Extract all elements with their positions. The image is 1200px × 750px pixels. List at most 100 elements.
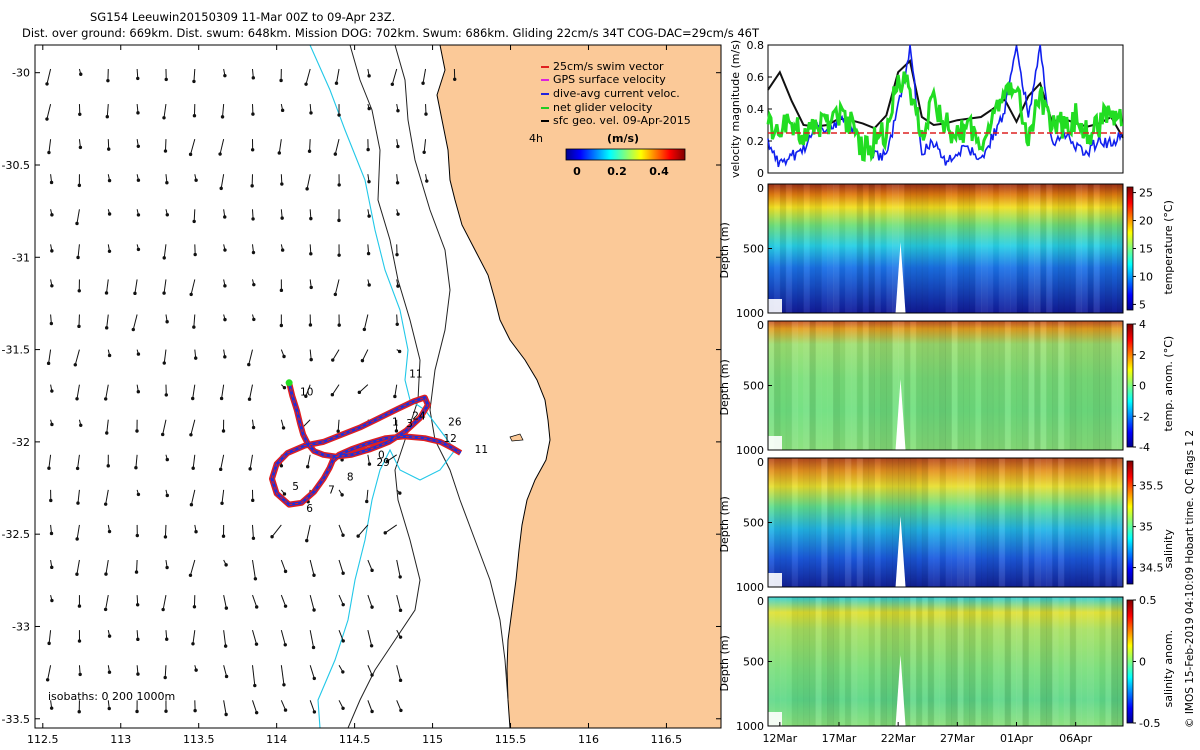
geo-vector-head bbox=[192, 325, 196, 329]
colorbar-tick-label: 0 bbox=[1139, 380, 1146, 393]
geo-vector-head bbox=[281, 426, 286, 430]
section-texture bbox=[1034, 458, 1041, 587]
geo-vector-head bbox=[188, 573, 193, 577]
colorbar-tick-label: -4 bbox=[1139, 441, 1150, 454]
section-texture bbox=[1105, 184, 1112, 313]
geo-vector-head bbox=[136, 111, 140, 115]
section-texture bbox=[862, 184, 870, 313]
geo-vector-head bbox=[277, 151, 281, 155]
section-texture bbox=[957, 184, 964, 313]
section-texture bbox=[821, 597, 828, 726]
colorbar-label: salinity anom. bbox=[1162, 630, 1175, 708]
map-xtick-label: 115 bbox=[422, 733, 443, 746]
section-texture bbox=[1028, 321, 1035, 450]
geo-vector-head bbox=[253, 577, 258, 581]
geo-vector-head bbox=[104, 326, 109, 330]
geo-vector-head bbox=[252, 317, 256, 322]
section-texture bbox=[1087, 597, 1094, 726]
geo-vector-head bbox=[224, 563, 228, 567]
velocity-ytick-label: 0.6 bbox=[747, 71, 765, 84]
geo-vector bbox=[251, 559, 256, 579]
isobath-legend: isobaths: 0 200 1000m bbox=[48, 690, 175, 703]
geo-vector-head bbox=[280, 216, 284, 220]
section-texture bbox=[839, 321, 846, 450]
geo-vector-head bbox=[247, 397, 252, 401]
geo-vector-head bbox=[165, 213, 169, 217]
section-texture bbox=[791, 184, 799, 313]
geo-vector-head bbox=[107, 178, 112, 183]
section-panel-temperature: 0 500 1000 Depth (m) 25 20 15 10 5 temperature (°… bbox=[718, 182, 1175, 320]
colorbar-tick-label: 35 bbox=[1139, 521, 1153, 534]
geo-vector-head bbox=[393, 394, 397, 399]
geo-vector-head bbox=[398, 491, 402, 495]
section-texture bbox=[939, 321, 946, 450]
geo-vector-head bbox=[396, 284, 400, 288]
geo-vector-head bbox=[162, 291, 166, 295]
geo-vector bbox=[391, 68, 398, 85]
geo-vector bbox=[163, 103, 167, 118]
geo-vector bbox=[422, 68, 427, 84]
geo-vector-head bbox=[193, 708, 197, 713]
geo-vector bbox=[248, 349, 253, 365]
section-texture bbox=[969, 184, 976, 313]
geo-vector-head bbox=[309, 357, 313, 362]
section-texture bbox=[975, 321, 982, 450]
section-texture bbox=[1093, 597, 1100, 726]
section-texture bbox=[1099, 597, 1106, 726]
velocity-ytick-label: 0.8 bbox=[747, 39, 765, 52]
geo-vector-head bbox=[136, 352, 141, 356]
geo-vector-head bbox=[107, 529, 112, 534]
section-texture bbox=[1004, 597, 1012, 726]
section-texture bbox=[1117, 321, 1124, 450]
geo-vector-head bbox=[311, 645, 316, 650]
section-texture bbox=[1052, 321, 1059, 450]
colorbar-tick-label: 35.5 bbox=[1139, 480, 1164, 493]
geo-vector bbox=[106, 279, 109, 294]
section-texture bbox=[1040, 597, 1047, 726]
geo-vector bbox=[396, 665, 402, 681]
section-texture bbox=[785, 184, 793, 313]
geo-vector bbox=[163, 349, 167, 364]
geo-vector-head bbox=[367, 283, 371, 287]
section-texture bbox=[803, 321, 810, 450]
geo-vector-head bbox=[133, 291, 137, 296]
section-texture bbox=[1052, 597, 1059, 726]
section-texture bbox=[921, 321, 929, 450]
geo-vector-head bbox=[194, 530, 198, 534]
geo-vector-head bbox=[396, 144, 400, 149]
geo-vector-head bbox=[394, 429, 399, 433]
section-texture bbox=[1040, 458, 1047, 587]
track-day-label: 11 bbox=[409, 368, 422, 380]
section-texture bbox=[833, 321, 840, 450]
section-texture bbox=[986, 597, 994, 726]
geo-vector-head bbox=[165, 493, 169, 498]
geo-vector-head bbox=[49, 498, 53, 503]
geo-vector bbox=[76, 524, 80, 540]
figure-title: SG154 Leeuwin20150309 11-Mar 00Z to 09-A… bbox=[90, 10, 395, 24]
geo-vector-head bbox=[279, 78, 283, 83]
section-field bbox=[768, 597, 1123, 726]
section-texture bbox=[963, 458, 970, 587]
colorbar-tick-label: 0 bbox=[1139, 656, 1146, 669]
legend-swim-vector: 25cm/s swim vector bbox=[553, 60, 664, 73]
geo-vector bbox=[48, 454, 52, 469]
section-texture bbox=[815, 321, 822, 450]
geo-vector bbox=[136, 559, 138, 573]
section-texture bbox=[827, 597, 834, 726]
colorbar-tick-label: 2 bbox=[1139, 349, 1146, 362]
section-texture bbox=[797, 597, 804, 726]
section-texture bbox=[815, 184, 822, 313]
section-texture bbox=[886, 597, 893, 726]
geo-vector-head bbox=[49, 706, 54, 710]
section-texture bbox=[773, 597, 781, 726]
map-ytick-label: -31.5 bbox=[2, 344, 30, 357]
section-texture bbox=[809, 321, 816, 450]
geo-vector-head bbox=[223, 73, 227, 78]
geo-vector-head bbox=[189, 292, 193, 297]
geo-vector-head bbox=[248, 467, 252, 471]
section-texture bbox=[898, 458, 905, 587]
geo-vector-head bbox=[305, 187, 309, 191]
geo-vector bbox=[105, 595, 109, 610]
geo-vector-head bbox=[312, 608, 316, 612]
